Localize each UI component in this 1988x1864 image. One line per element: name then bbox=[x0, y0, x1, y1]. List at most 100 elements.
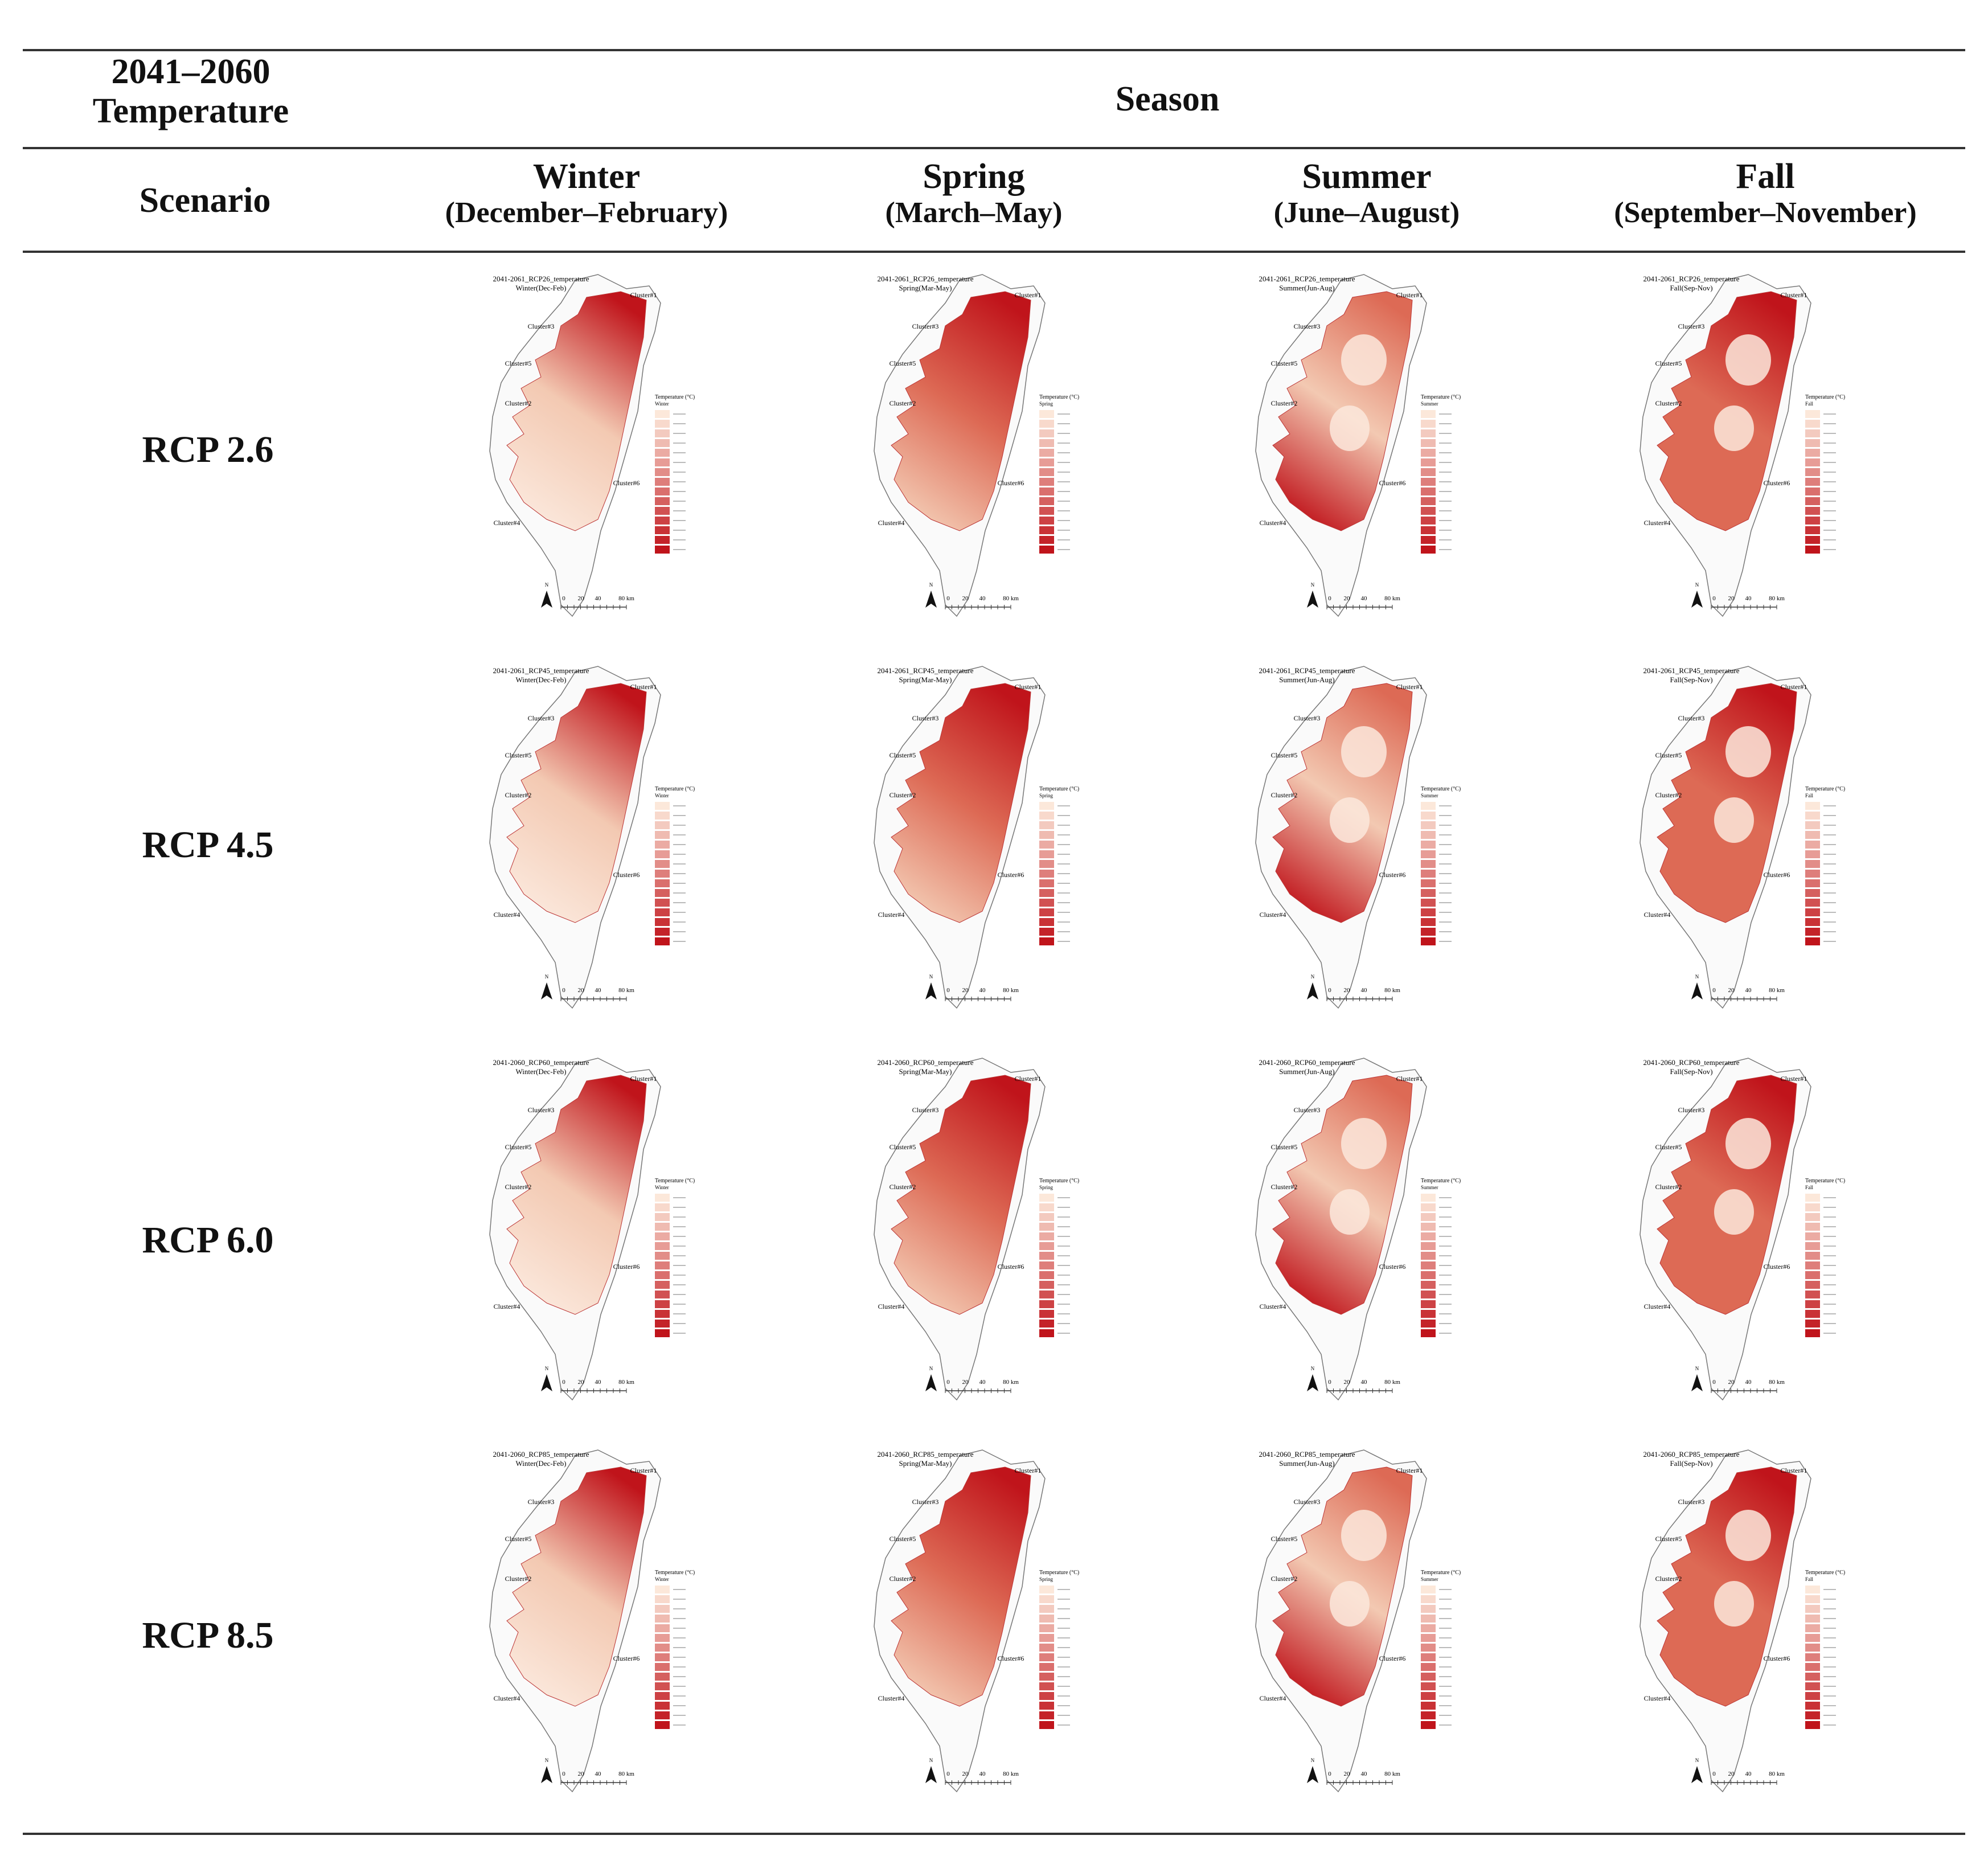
map-season-label: Spring(Mar-May) bbox=[899, 284, 952, 292]
legend-swatch bbox=[1039, 1252, 1054, 1260]
legend-swatch bbox=[1039, 841, 1054, 849]
map-season-label: Fall(Sep-Nov) bbox=[1670, 1067, 1712, 1076]
cluster-label: Cluster#3 bbox=[1294, 322, 1321, 330]
legend-value-text bbox=[1439, 1666, 1452, 1668]
legend-value-text bbox=[1057, 481, 1070, 482]
legend-swatch bbox=[1039, 1310, 1054, 1318]
north-label: N bbox=[929, 974, 933, 980]
cluster-label: Cluster#3 bbox=[1678, 1106, 1705, 1114]
map-svg: 2041-2060_RCP60_temperatureSummer(Jun-Au… bbox=[1255, 1058, 1461, 1401]
cluster-label: Cluster#2 bbox=[505, 1183, 532, 1191]
legend-swatch bbox=[655, 1595, 670, 1603]
legend-value-text bbox=[1823, 433, 1836, 434]
north-label: N bbox=[929, 582, 933, 588]
legend-swatch bbox=[1805, 1271, 1820, 1279]
cluster-label: Cluster#2 bbox=[1271, 1183, 1298, 1191]
legend-title: Temperature (°C) bbox=[655, 394, 695, 400]
legend-swatch bbox=[655, 1711, 670, 1719]
legend-swatch bbox=[1039, 1653, 1054, 1661]
legend-swatch bbox=[655, 850, 670, 858]
north-arrow-icon bbox=[1307, 591, 1318, 608]
scale-label: 40 bbox=[979, 1379, 986, 1386]
legend-value-text bbox=[1439, 510, 1452, 511]
legend-swatch bbox=[1805, 1702, 1820, 1710]
legend-swatch bbox=[655, 1329, 670, 1337]
legend-value-text bbox=[673, 1207, 686, 1208]
map-svg: 2041-2060_RCP85_temperatureSummer(Jun-Au… bbox=[1255, 1449, 1461, 1793]
period-line2: Temperature bbox=[92, 92, 289, 131]
legend-value-text bbox=[1057, 501, 1070, 502]
temperature-map: 2041-2061_RCP45_temperature Fall(Sep-Nov)… bbox=[1606, 655, 1879, 1019]
scale-label: 80 km bbox=[1384, 595, 1400, 602]
legend-title: Temperature (°C) bbox=[1421, 1178, 1461, 1184]
legend-swatch bbox=[1039, 1721, 1054, 1729]
legend-swatch bbox=[1421, 1682, 1436, 1690]
season-name: Winter bbox=[532, 157, 641, 196]
temperature-region bbox=[506, 1075, 647, 1315]
legend-value-text bbox=[1823, 1333, 1836, 1334]
legend-value-text bbox=[1823, 462, 1836, 463]
legend-swatch bbox=[1421, 1624, 1436, 1632]
legend-value-text bbox=[1439, 1216, 1452, 1218]
legend-value-text bbox=[673, 1666, 686, 1668]
pale-core bbox=[1341, 726, 1387, 777]
legend-swatch bbox=[655, 1615, 670, 1623]
cluster-label: Cluster#1 bbox=[1781, 291, 1807, 299]
map-title: 2041-2060_RCP85_temperature bbox=[493, 1450, 589, 1459]
legend-swatch bbox=[1805, 487, 1820, 495]
cluster-label: Cluster#3 bbox=[1294, 1498, 1321, 1506]
legend-value-text bbox=[1823, 1705, 1836, 1706]
legend-swatch bbox=[1421, 1310, 1436, 1318]
season-months: (September–November) bbox=[1614, 196, 1917, 230]
legend-value-text bbox=[1439, 491, 1452, 492]
legend-value-text bbox=[1057, 1313, 1070, 1314]
map-title: 2041-2060_RCP85_temperature bbox=[1259, 1450, 1355, 1459]
pale-core bbox=[1725, 334, 1771, 386]
legend-title: Temperature (°C) bbox=[1421, 786, 1461, 792]
legend-swatch bbox=[1421, 478, 1436, 486]
legend-swatch bbox=[1421, 899, 1436, 907]
legend-swatch bbox=[1805, 841, 1820, 849]
legend-value-text bbox=[673, 863, 686, 865]
legend-value-text bbox=[1439, 921, 1452, 923]
legend-value-text bbox=[1439, 825, 1452, 826]
map-title: 2041-2060_RCP85_temperature bbox=[1643, 1450, 1740, 1459]
north-label: N bbox=[929, 1758, 933, 1763]
map-svg: 2041-2060_RCP60_temperatureWinter(Dec-Fe… bbox=[489, 1058, 695, 1401]
legend-swatch bbox=[1039, 1223, 1054, 1231]
scale-label: 20 bbox=[962, 595, 969, 602]
legend-swatch bbox=[655, 1624, 670, 1632]
legend-swatch bbox=[1421, 420, 1436, 428]
legend-swatch bbox=[655, 536, 670, 544]
legend-swatch bbox=[1805, 1194, 1820, 1202]
temperature-map: 2041-2060_RCP60_temperature Fall(Sep-Nov)… bbox=[1606, 1047, 1879, 1411]
temperature-region bbox=[891, 291, 1031, 531]
legend-swatch bbox=[1805, 850, 1820, 858]
cluster-label: Cluster#6 bbox=[1379, 871, 1406, 879]
legend-value-text bbox=[1057, 443, 1070, 444]
legend-swatch bbox=[1039, 1624, 1054, 1632]
legend-swatch bbox=[655, 1634, 670, 1642]
north-arrow-icon bbox=[541, 1766, 552, 1783]
cluster-label: Cluster#3 bbox=[528, 1106, 555, 1114]
legend-swatch bbox=[1039, 1242, 1054, 1250]
legend-swatch bbox=[1039, 899, 1054, 907]
cluster-label: Cluster#3 bbox=[1678, 322, 1705, 330]
temperature-region bbox=[891, 1466, 1031, 1707]
cluster-label: Cluster#5 bbox=[890, 359, 916, 367]
map-title: 2041-2061_RCP45_temperature bbox=[1259, 666, 1355, 675]
season-name: Summer bbox=[1302, 157, 1432, 196]
legend-value-text bbox=[1823, 1275, 1836, 1276]
legend-title: Temperature (°C) bbox=[655, 1178, 695, 1184]
legend-value-text bbox=[673, 1304, 686, 1305]
cluster-label: Cluster#4 bbox=[1260, 1694, 1286, 1702]
north-label: N bbox=[1695, 974, 1699, 980]
legend-value-text bbox=[1057, 1265, 1070, 1266]
scale-label: 0 bbox=[1328, 1379, 1331, 1386]
legend-value-text bbox=[1057, 1589, 1070, 1590]
legend-swatch bbox=[1805, 1242, 1820, 1250]
legend-swatch bbox=[1421, 1261, 1436, 1269]
legend-value-text bbox=[673, 1197, 686, 1198]
north-arrow-icon bbox=[541, 1374, 552, 1391]
legend-title: Temperature (°C) bbox=[1039, 1178, 1079, 1184]
